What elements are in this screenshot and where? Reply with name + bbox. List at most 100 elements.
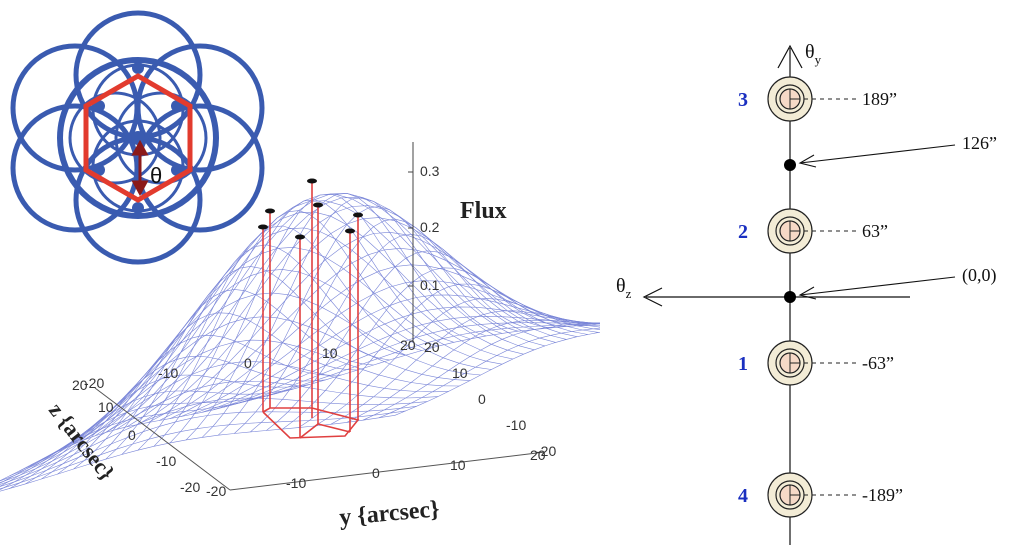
marker-number: 3 [738, 89, 748, 111]
mesh-line [94, 194, 546, 437]
inner-circle-c [68, 91, 162, 185]
mesh-line [346, 319, 600, 423]
right-z-tick: -20 [536, 443, 556, 459]
marker-number: 2 [738, 221, 748, 243]
pillar-cap [295, 234, 305, 240]
y-tick: 20 [530, 447, 546, 463]
beam-offsets-svg: θy θz 3 189” 2 63” 1 -63” 4 -189” 126” (0,0) [616, 41, 997, 545]
y-tick: -10 [286, 475, 306, 491]
dot [132, 202, 144, 214]
ref-label: 126” [962, 133, 997, 153]
y-tick: -20 [206, 483, 226, 499]
mesh-line [217, 206, 519, 436]
dot [131, 131, 145, 145]
mesh-line [19, 316, 471, 471]
offset-axes [642, 44, 910, 545]
flux-tick-0.3: 0.3 [420, 163, 440, 179]
flux-surface-svg: θ 0.3 0.2 0.1 Flux [0, 10, 600, 531]
pillar-cap [307, 178, 317, 184]
flux-pillars [262, 182, 360, 439]
z-tick: 0 [128, 427, 136, 443]
mesh-line [73, 211, 524, 445]
mesh-line [30, 292, 481, 466]
y-tick: 10 [450, 457, 466, 473]
pillar-cap [345, 228, 355, 234]
pillar-cap [353, 212, 363, 218]
beam-marker-3: 3 189” [738, 76, 897, 122]
theta-y-arrowhead [777, 44, 803, 69]
mesh-line [298, 283, 599, 428]
mesh-line [0, 380, 438, 483]
mesh-line [378, 327, 600, 419]
y-tick: 0 [372, 465, 380, 481]
z-tick: -20 [180, 479, 200, 495]
pillar-cap [265, 208, 275, 214]
mesh-line [185, 192, 487, 441]
mesh-line [330, 310, 600, 425]
theta-z-label: θz [616, 275, 632, 301]
hexagon-outline [83, 73, 193, 203]
theta-y-label: θy [805, 41, 822, 67]
top-y-tick: 20 [400, 337, 416, 353]
pillar-cap [258, 224, 268, 230]
marker-value: 63” [862, 221, 888, 241]
mesh-line [282, 267, 583, 430]
z-tick: -10 [156, 453, 176, 469]
ref-point-0: 126” [784, 133, 997, 171]
z-tick: 10 [98, 399, 114, 415]
ref-pointer-head [798, 154, 817, 168]
top-y-tick: -10 [158, 365, 178, 381]
big-circle-upper-right [135, 43, 265, 173]
theta-arrow [131, 139, 149, 197]
marker-number: 1 [738, 353, 748, 375]
beam-marker-1: 1 -63” [738, 340, 894, 386]
flux-tick-0.1: 0.1 [420, 277, 440, 293]
ref-dot [784, 159, 796, 171]
beam-offsets-panel: θy θz 3 189” 2 63” 1 -63” 4 -189” 126” (0,0) [600, 0, 1027, 545]
marker-value: 189” [862, 89, 897, 109]
right-z-ticks: 20 10 0 -10 -20 [424, 339, 556, 459]
mesh-line [362, 324, 600, 421]
z-tick: 20 [72, 377, 88, 393]
right-z-tick: -10 [506, 417, 526, 433]
beam-markers: 3 189” 2 63” 1 -63” 4 -189” [738, 76, 903, 518]
base-box [94, 387, 546, 491]
mesh-line [137, 210, 438, 451]
pillar-tops [258, 178, 363, 240]
z-axis-ticks: 20 10 0 -10 -20 [72, 377, 200, 495]
mesh-line [0, 361, 449, 482]
mesh-line [51, 246, 503, 455]
top-y-tick: 10 [322, 345, 338, 361]
y-axis-label: y {arcsec} [338, 496, 440, 531]
flux-surface-panel: θ 0.3 0.2 0.1 Flux [0, 10, 600, 531]
mesh-line [223, 322, 600, 408]
pillar-cap [313, 202, 323, 208]
ref-pointer-head [798, 286, 817, 300]
ref-dot [784, 291, 796, 303]
beam-marker-4: 4 -189” [738, 472, 903, 518]
center-circle [57, 57, 219, 219]
mesh-line [41, 269, 492, 460]
dot [132, 62, 144, 74]
y-axis-ticks: -20 -10 0 10 20 [206, 447, 546, 499]
mesh-line [394, 331, 600, 416]
right-z-tick: 20 [424, 339, 440, 355]
reference-points: 126” (0,0) [784, 133, 997, 303]
mesh-line [266, 250, 567, 431]
ref-point-1: (0,0) [784, 265, 997, 303]
mesh-line [84, 200, 535, 441]
right-z-tick: 10 [452, 365, 468, 381]
theta-symbol: θ [150, 163, 162, 188]
ref-label: (0,0) [962, 265, 997, 286]
mesh-line [105, 192, 556, 433]
mesh-line [201, 197, 503, 438]
ref-pointer [799, 276, 956, 296]
mesh-line [234, 218, 535, 434]
top-y-ticks: -20 -10 0 10 20 [84, 337, 416, 391]
flux-axis [408, 142, 414, 342]
mesh-line [0, 397, 428, 485]
mesh-line [0, 410, 406, 490]
theta-z-arrowhead [642, 287, 663, 307]
right-z-tick: 0 [478, 391, 486, 407]
